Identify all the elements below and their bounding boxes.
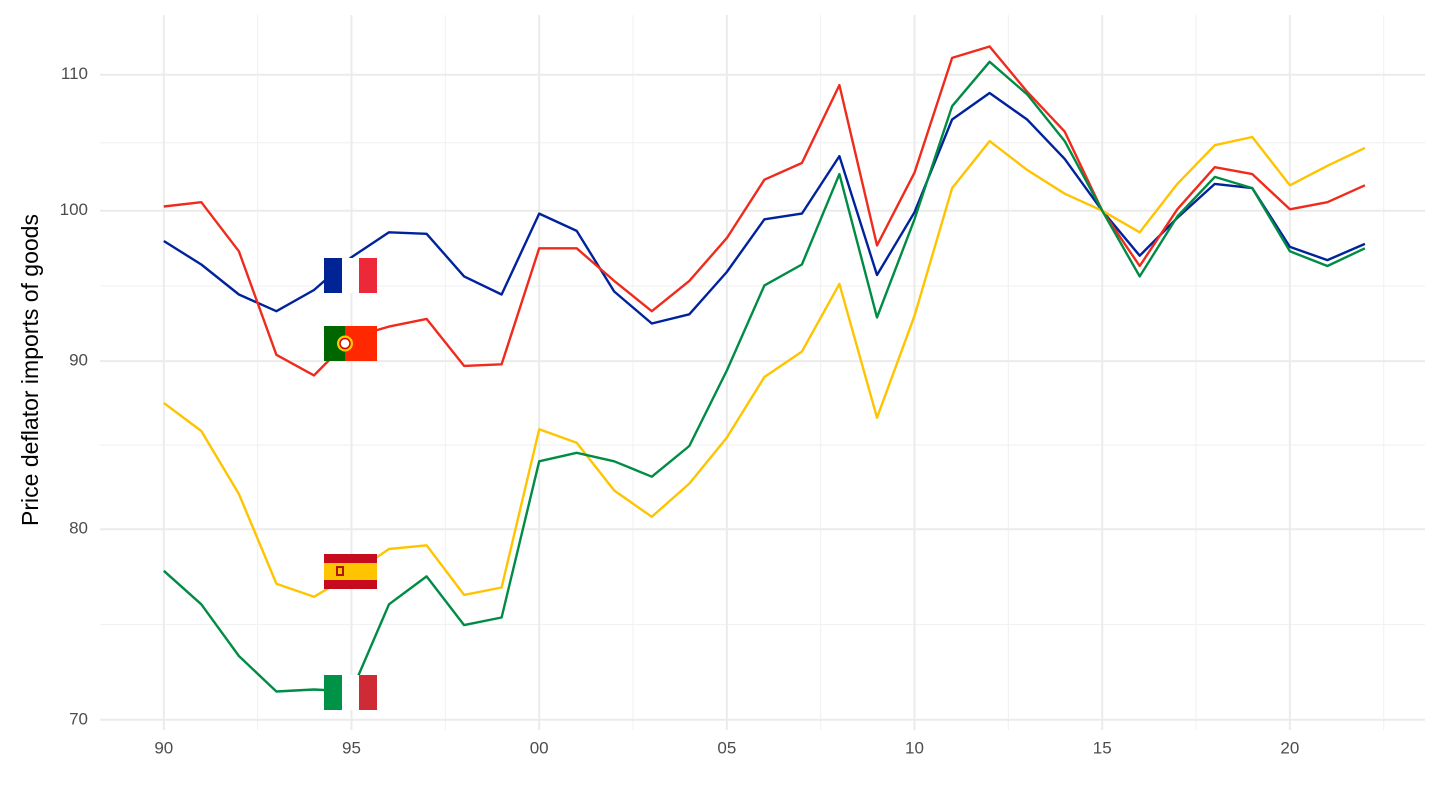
flag-italy: [324, 675, 377, 710]
x-tick-label: 95: [342, 738, 361, 757]
x-tick-label: 20: [1280, 738, 1299, 757]
y-tick-label: 80: [69, 519, 88, 538]
x-tick-label: 05: [717, 738, 736, 757]
x-tick-label: 00: [530, 738, 549, 757]
x-tick-label: 90: [154, 738, 173, 757]
x-tick-label: 15: [1093, 738, 1112, 757]
y-tick-label: 110: [61, 64, 88, 83]
y-tick-label: 70: [69, 709, 88, 728]
flags: [324, 258, 377, 710]
series-line: [163, 135, 1366, 598]
flag-spain: [324, 554, 377, 589]
y-tick-label: 100: [60, 200, 88, 219]
grid: [100, 15, 1425, 730]
y-axis-title: Price deflator imports of goods: [17, 214, 43, 526]
x-tick-label: 10: [905, 738, 924, 757]
series-line: [163, 91, 1366, 325]
y-tick-label: 90: [69, 351, 88, 370]
series-line: [163, 60, 1366, 693]
flag-portugal: [324, 326, 377, 361]
flag-france: [324, 258, 377, 293]
